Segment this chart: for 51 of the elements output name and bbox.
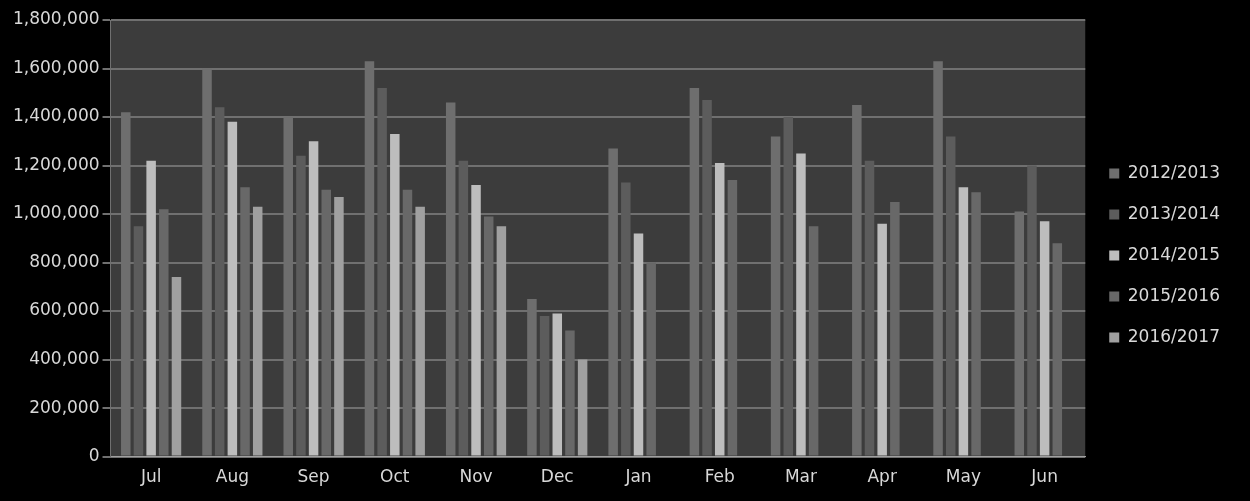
x-tick-label: Sep — [297, 466, 330, 487]
legend-label: 2015/2016 — [1127, 284, 1221, 305]
bar — [146, 160, 156, 456]
bar — [458, 160, 469, 456]
x-tick-label: Jan — [624, 466, 652, 487]
y-tick-label: 200,000 — [29, 396, 100, 417]
x-tick-label: Feb — [704, 466, 735, 487]
y-tick-label: 1,400,000 — [12, 105, 100, 126]
legend-label: 2016/2017 — [1127, 325, 1221, 346]
x-tick-label: Dec — [540, 466, 574, 487]
bar — [296, 155, 306, 456]
bar — [471, 184, 481, 456]
y-tick-label: 600,000 — [29, 299, 100, 320]
bar — [1039, 221, 1050, 456]
y-tick-label: 1,600,000 — [12, 56, 100, 77]
bar — [552, 313, 563, 456]
bar — [621, 182, 631, 456]
x-tick-label: Apr — [867, 466, 897, 487]
x-tick-label: Oct — [380, 466, 410, 487]
legend-label: 2012/2013 — [1127, 161, 1221, 182]
legend-label: 2013/2014 — [1127, 202, 1221, 223]
bar — [308, 141, 319, 456]
bar — [539, 315, 550, 456]
bar — [783, 117, 794, 456]
y-tick-label: 400,000 — [29, 348, 100, 368]
x-tick-label: Mar — [784, 466, 817, 487]
bar — [714, 163, 725, 456]
bar — [958, 187, 969, 456]
bar — [133, 226, 144, 456]
bar — [214, 107, 225, 456]
bar — [377, 87, 387, 456]
y-tick-label: 800,000 — [29, 250, 100, 271]
bar — [945, 136, 956, 456]
y-tick-label: 1,800,000 — [12, 8, 100, 29]
x-tick-label: May — [945, 466, 981, 487]
x-tick-label: Nov — [459, 466, 493, 487]
y-tick-label: 1,000,000 — [12, 202, 100, 223]
bar — [702, 100, 712, 456]
legend-label: 2014/2015 — [1127, 243, 1221, 264]
bar — [1027, 165, 1037, 456]
bar — [390, 134, 400, 456]
bar — [796, 153, 806, 456]
y-tick-label: 0 — [88, 445, 100, 466]
x-tick-label: Jun — [1030, 466, 1058, 487]
bar — [227, 121, 238, 456]
bar — [633, 233, 644, 456]
bar — [864, 160, 875, 456]
y-tick-label: 1,200,000 — [12, 153, 100, 174]
bar — [877, 223, 887, 456]
x-tick-label: Jul — [139, 466, 162, 487]
x-tick-label: Aug — [215, 466, 249, 487]
